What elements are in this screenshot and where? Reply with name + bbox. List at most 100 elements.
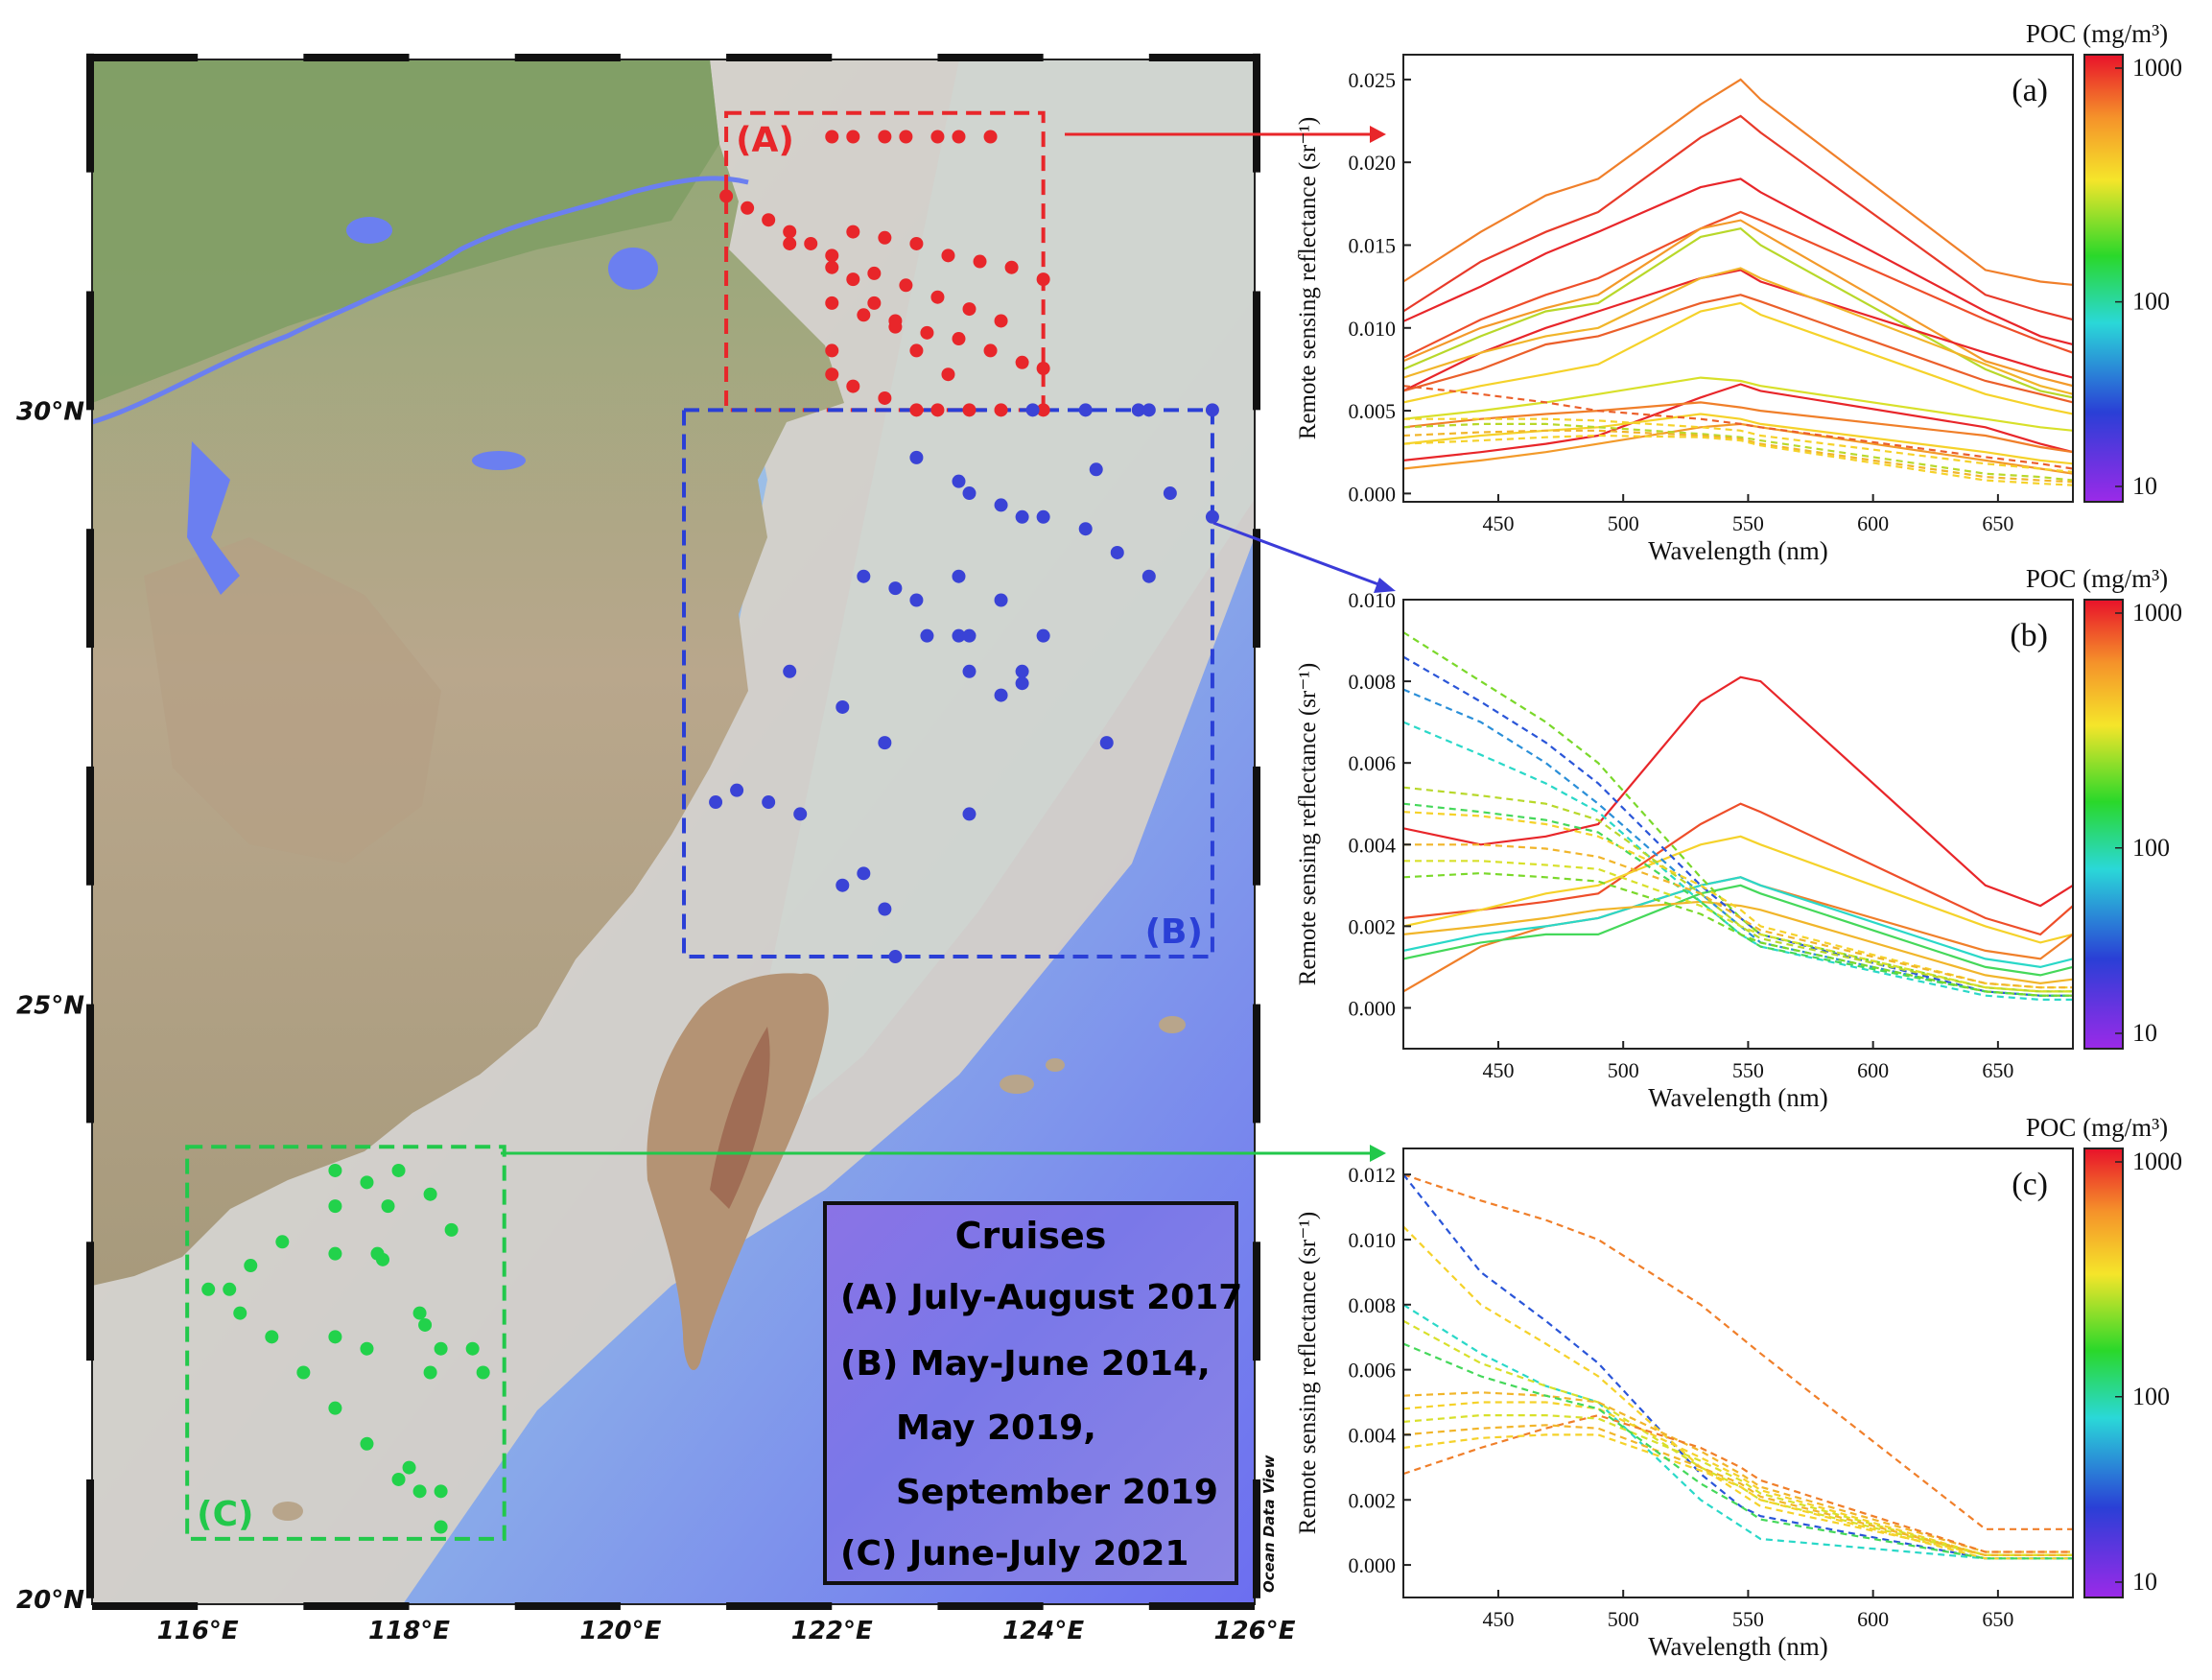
- lon-tick-label: 124°E: [1002, 1617, 1084, 1645]
- x-tick-label: 450: [1482, 511, 1514, 535]
- frame-bar-bottom: [937, 1602, 1044, 1610]
- taihu-lake: [608, 248, 658, 290]
- series-line: [1403, 802, 2073, 997]
- series-line: [1403, 675, 2073, 908]
- y-tick-label: 0.012: [1349, 1163, 1397, 1187]
- station-point-c: [244, 1259, 258, 1273]
- series-line: [1403, 871, 2073, 997]
- frame-bar-bottom: [92, 1602, 199, 1610]
- station-point-a: [846, 130, 860, 144]
- x-axis-label: Wavelength (nm): [1648, 1632, 1828, 1661]
- series-line: [1403, 219, 2073, 388]
- station-point-a: [899, 130, 913, 144]
- series-line: [1403, 843, 2073, 989]
- station-point-a: [825, 367, 839, 382]
- station-point-c: [444, 1222, 459, 1237]
- station-point-a: [825, 296, 839, 310]
- station-point-a: [741, 201, 755, 215]
- lon-tick-label: 118°E: [368, 1617, 450, 1645]
- station-point-c: [328, 1401, 342, 1415]
- lat-tick-label: 20°N: [16, 1586, 84, 1615]
- frame-bar-left: [86, 53, 94, 173]
- station-point-b: [783, 664, 797, 678]
- station-point-b: [962, 807, 977, 821]
- station-point-b: [1205, 509, 1219, 524]
- colorbar-label: POC (mg/m³): [2026, 564, 2168, 593]
- y-tick-label: 0.008: [1349, 670, 1397, 694]
- frame-bar-bottom: [514, 1602, 621, 1610]
- station-point-b: [1163, 486, 1177, 501]
- frame-bar-top: [303, 54, 410, 61]
- station-point-b: [952, 474, 966, 488]
- x-tick-label: 550: [1732, 511, 1764, 535]
- station-point-a: [994, 314, 1008, 328]
- colorbar-tick-label: 100: [2132, 834, 2170, 862]
- lon-tick-label: 116°E: [157, 1617, 239, 1645]
- legend-line-c: (C) June-July 2021: [840, 1534, 1189, 1574]
- lat-tick-label: 25°N: [16, 992, 84, 1021]
- region-label-c: (C): [197, 1495, 253, 1534]
- station-point-b: [1099, 736, 1114, 750]
- station-point-c: [434, 1484, 448, 1499]
- y-tick-label: 0.008: [1349, 1293, 1397, 1317]
- station-point-a: [909, 343, 924, 358]
- series-line: [1403, 301, 2073, 415]
- plot-area: [1403, 600, 2073, 1049]
- series-line: [1403, 383, 2073, 461]
- station-point-c: [434, 1341, 448, 1356]
- series-line: [1403, 884, 2073, 977]
- station-point-a: [719, 189, 734, 203]
- station-point-a: [825, 248, 839, 263]
- highland: [144, 537, 441, 864]
- panel-label: (a): [2012, 73, 2048, 108]
- x-tick-label: 500: [1608, 511, 1639, 535]
- x-tick-label: 450: [1482, 1607, 1514, 1631]
- station-point-c: [233, 1306, 247, 1320]
- arrow-c-head: [1370, 1145, 1386, 1162]
- series-line: [1403, 1424, 2073, 1556]
- series-line: [1403, 900, 2073, 985]
- station-point-a: [909, 403, 924, 417]
- station-point-a: [1015, 355, 1029, 369]
- legend-title: Cruises: [954, 1215, 1107, 1257]
- station-point-a: [973, 254, 987, 269]
- y-tick-label: 0.000: [1349, 482, 1397, 506]
- y-tick-label: 0.006: [1349, 751, 1397, 775]
- station-point-c: [223, 1282, 237, 1296]
- frame-bar-top: [514, 54, 621, 61]
- station-point-c: [376, 1252, 389, 1266]
- x-tick-label: 450: [1482, 1058, 1514, 1082]
- station-point-b: [1089, 462, 1103, 477]
- colorbar-tick-label: 100: [2132, 288, 2170, 316]
- station-point-c: [476, 1365, 490, 1380]
- island: [1046, 1058, 1065, 1072]
- station-point-b: [920, 628, 934, 643]
- station-point-c: [265, 1330, 279, 1344]
- station-point-b: [994, 688, 1008, 702]
- plot-frame: [1402, 599, 2074, 1050]
- station-point-a: [962, 302, 977, 317]
- legend-line-a: (A) July-August 2017: [840, 1278, 1243, 1317]
- station-point-b: [888, 581, 903, 596]
- station-point-a: [825, 343, 839, 358]
- series-line: [1403, 294, 2073, 404]
- frame-bar-right: [1253, 529, 1260, 649]
- island: [1000, 1075, 1034, 1094]
- cruises-legend: Cruises (A) July-August 2017 (B) May-Jun…: [823, 1201, 1242, 1585]
- station-point-c: [328, 1246, 342, 1261]
- station-point-c: [381, 1199, 395, 1214]
- station-point-a: [846, 272, 860, 287]
- station-point-a: [878, 130, 892, 144]
- x-tick-label: 650: [1982, 511, 2013, 535]
- station-point-c: [402, 1460, 416, 1475]
- colorbar: [2083, 599, 2124, 1050]
- station-point-a: [899, 278, 913, 293]
- x-axis-label: Wavelength (nm): [1648, 1083, 1828, 1112]
- colorbar-tick-label: 100: [2132, 1383, 2170, 1410]
- frame-bar-bottom: [1148, 1602, 1255, 1610]
- island: [272, 1502, 303, 1521]
- station-point-a: [983, 343, 998, 358]
- station-point-c: [423, 1187, 437, 1201]
- series-line: [1403, 1433, 2073, 1560]
